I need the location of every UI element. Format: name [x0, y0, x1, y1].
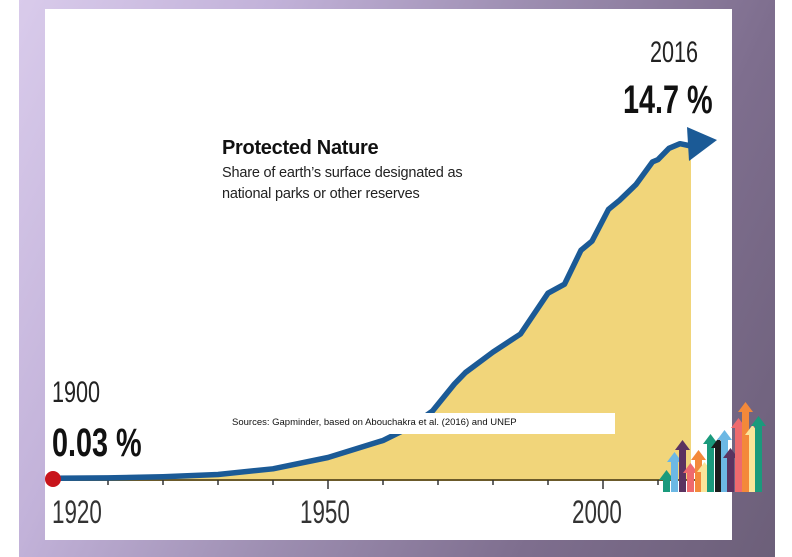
start-year-label: 1900 — [52, 376, 101, 409]
arrow-head — [691, 450, 706, 460]
arrow-head — [717, 430, 732, 440]
chart-title: Protected Nature — [222, 137, 379, 159]
arrow-head — [738, 402, 753, 412]
source-text: Sources: Gapminder, based on Abouchakra … — [232, 417, 517, 428]
arrow-shaft — [671, 460, 678, 492]
x-tick-label: 2000 — [572, 494, 622, 530]
arrow-shaft — [749, 433, 756, 492]
arrow-shaft — [755, 424, 762, 492]
arrow-shaft — [707, 442, 714, 492]
area-fill — [53, 143, 691, 479]
end-year-label: 2016 — [650, 36, 699, 69]
end-value-label: 14.7 % — [623, 78, 713, 122]
arrow-head — [675, 440, 690, 450]
arrow-head — [703, 434, 718, 444]
arrow-shaft — [727, 456, 734, 492]
arrow-shaft — [687, 471, 694, 492]
arrow-head — [667, 452, 682, 462]
series-arrowhead — [687, 127, 717, 161]
arrow-head — [751, 416, 766, 426]
arrow-shaft — [663, 478, 670, 492]
arrow-shaft — [701, 470, 708, 492]
arrow-shaft — [695, 458, 702, 492]
arrow-shaft — [679, 448, 686, 492]
arrow-head — [683, 463, 698, 473]
arrow-shaft — [721, 438, 728, 492]
rising-arrows-icon — [659, 402, 766, 492]
x-tick-label: 1920 — [52, 494, 102, 530]
x-tick-label: 1950 — [300, 494, 350, 530]
start-value-label: 0.03 % — [52, 421, 142, 465]
arrow-shaft — [715, 446, 722, 492]
arrow-head — [659, 470, 674, 480]
chart-subtitle: Share of earth’s surface designated as n… — [222, 165, 463, 202]
arrow-head — [723, 448, 738, 458]
arrow-shaft — [735, 426, 742, 492]
arrow-shaft — [742, 410, 749, 492]
start-point — [45, 471, 61, 487]
source-note: Sources: Gapminder, based on Abouchakra … — [222, 413, 615, 434]
series-line — [50, 140, 694, 482]
